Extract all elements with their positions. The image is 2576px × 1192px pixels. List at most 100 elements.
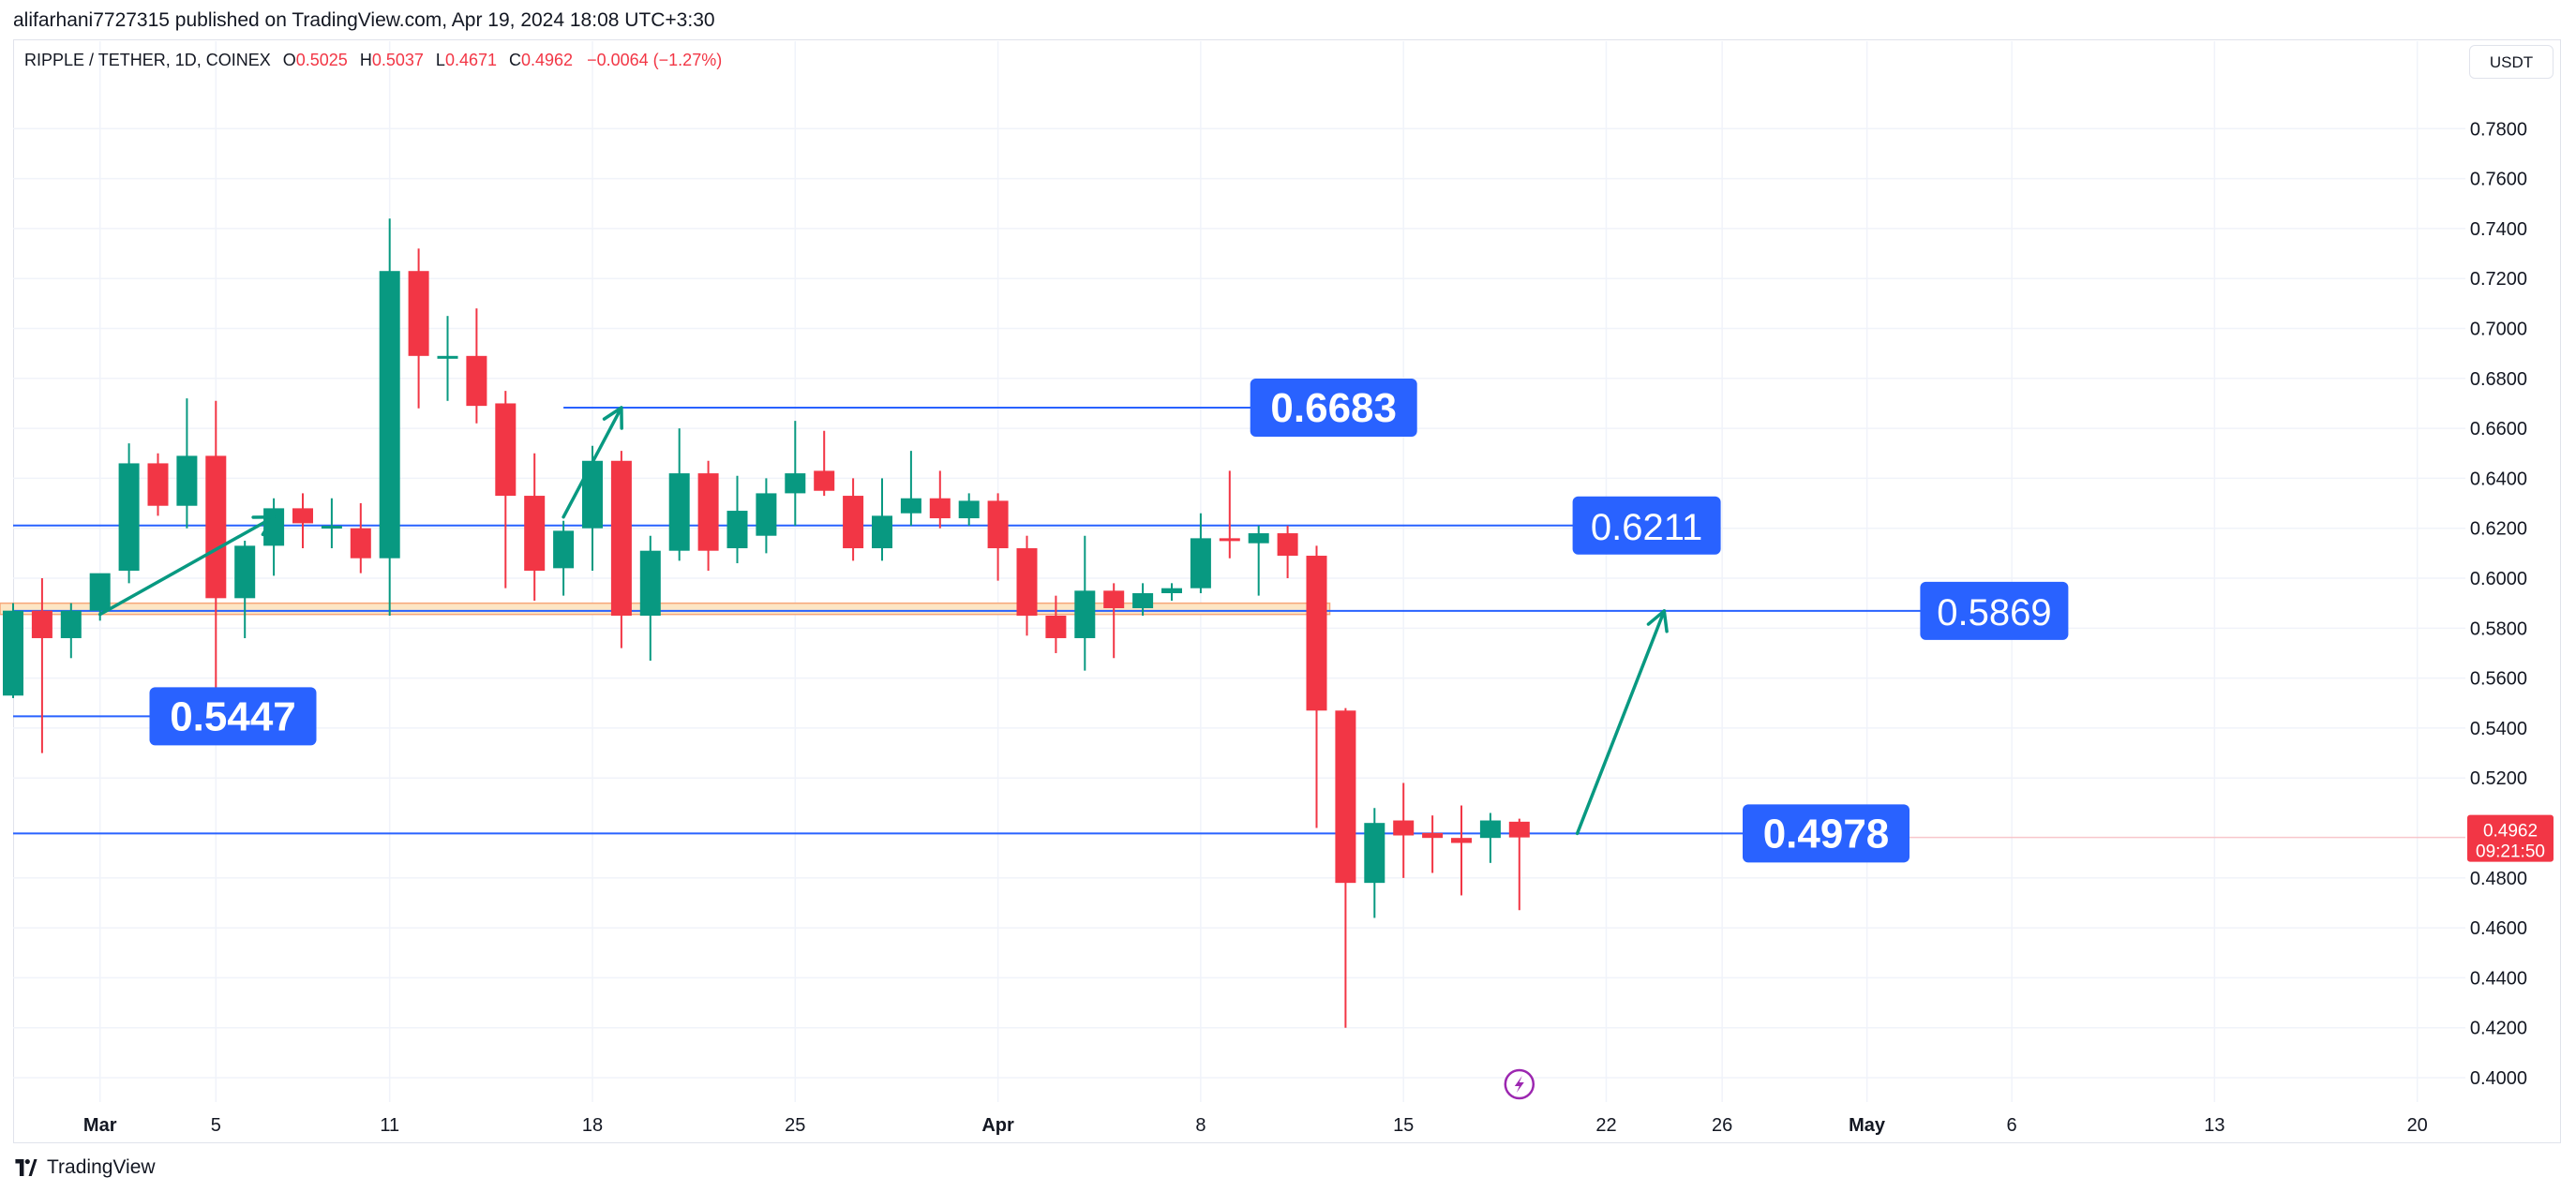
candle-body[interactable] xyxy=(379,271,400,559)
change-value: −0.0064 (−1.27%) xyxy=(587,51,723,69)
x-tick-label: 13 xyxy=(2204,1115,2224,1136)
tradingview-logo-icon xyxy=(15,1159,37,1176)
last-price-value: 0.4962 xyxy=(2483,822,2538,842)
candles xyxy=(3,218,1530,1028)
candle-body[interactable] xyxy=(697,473,719,551)
level-labels: 0.6683 0.6211 0.5869 0.5447 0.4978 xyxy=(149,378,2069,863)
candle-body[interactable] xyxy=(118,463,140,572)
candle-body[interactable] xyxy=(726,511,748,549)
event-flash-icon xyxy=(1504,1068,1535,1100)
y-tick-label: 0.6600 xyxy=(2470,419,2527,440)
candle-body[interactable] xyxy=(582,460,603,529)
candle-body[interactable] xyxy=(553,530,575,569)
candle-body[interactable] xyxy=(292,508,313,524)
x-tick-label: 15 xyxy=(1393,1115,1414,1136)
x-tick-label: Mar xyxy=(83,1115,117,1136)
candle-body[interactable] xyxy=(350,528,371,559)
arrow-head xyxy=(602,406,623,430)
candle-body[interactable] xyxy=(1479,820,1501,839)
candle-body[interactable] xyxy=(495,403,517,497)
candle-body[interactable] xyxy=(176,455,198,506)
x-tick-label: May xyxy=(1849,1115,1886,1136)
candle-body[interactable] xyxy=(89,573,111,611)
support-zone xyxy=(0,602,1331,616)
level-label-box xyxy=(1743,804,1910,863)
candle-body[interactable] xyxy=(524,496,546,572)
candle-body[interactable] xyxy=(437,355,458,359)
candle-body[interactable] xyxy=(1277,533,1298,557)
arrow-head xyxy=(251,514,276,537)
open-label: O xyxy=(282,51,296,69)
candle-body[interactable] xyxy=(1132,593,1154,608)
candle-body[interactable] xyxy=(466,355,487,407)
chart-frame xyxy=(13,39,2561,1143)
level-label-text: 0.5869 xyxy=(1937,592,2051,633)
level-label-box xyxy=(1250,378,1417,437)
candle-body[interactable] xyxy=(1161,588,1182,594)
candle-body[interactable] xyxy=(1508,821,1530,838)
candle-body[interactable] xyxy=(31,610,52,638)
candle-body[interactable] xyxy=(3,610,23,696)
y-axis: 0.4000 0.4200 0.4400 0.4600 0.4800 0.5200 0.54… xyxy=(2470,119,2527,1089)
candle-body[interactable] xyxy=(814,470,835,491)
y-tick-label: 0.5600 xyxy=(2470,669,2527,690)
candle-body[interactable] xyxy=(321,526,342,529)
candle-body[interactable] xyxy=(205,455,227,599)
candle-body[interactable] xyxy=(1335,710,1356,884)
close-label: C xyxy=(509,51,522,69)
candle-body[interactable] xyxy=(929,498,951,519)
y-tick-label: 0.7800 xyxy=(2470,119,2527,140)
candle-body[interactable] xyxy=(1393,820,1415,836)
grid xyxy=(13,41,2465,1102)
candle-body[interactable] xyxy=(987,500,1009,549)
candle-body[interactable] xyxy=(1074,590,1096,638)
candle-body[interactable] xyxy=(872,515,892,549)
last-price-box xyxy=(2467,814,2554,862)
high-label: H xyxy=(359,51,372,69)
candle-body[interactable] xyxy=(756,493,777,536)
candle-body[interactable] xyxy=(958,500,980,519)
y-tick-label: 0.4800 xyxy=(2470,869,2527,889)
x-tick-label: 5 xyxy=(211,1115,221,1136)
y-tick-label: 0.6800 xyxy=(2470,369,2527,390)
candle-body[interactable] xyxy=(234,545,256,599)
candle-body[interactable] xyxy=(1248,533,1269,544)
candle-body[interactable] xyxy=(610,460,632,616)
high-value: 0.5037 xyxy=(371,51,424,69)
arrow-head xyxy=(1646,609,1669,633)
last-price-countdown: 09:21:50 xyxy=(2476,842,2545,862)
candle-body[interactable] xyxy=(843,496,864,549)
candle-body[interactable] xyxy=(1422,832,1444,839)
x-tick-label: 8 xyxy=(1195,1115,1206,1136)
x-axis: Mar 5 11 18 25 Apr 8 15 22 26 May 6 13 20 xyxy=(83,1115,2428,1136)
tradingview-brand[interactable]: TradingView xyxy=(13,1156,156,1179)
support-zone-rect xyxy=(0,602,1331,616)
candle-body[interactable] xyxy=(1045,615,1067,638)
candle-body[interactable] xyxy=(668,473,690,551)
candle-body[interactable] xyxy=(785,473,806,494)
level-label-text: 0.6683 xyxy=(1270,385,1397,431)
candle-body[interactable] xyxy=(147,463,169,506)
candle-body[interactable] xyxy=(408,271,429,356)
candle-body[interactable] xyxy=(1364,823,1385,884)
currency-button[interactable]: USDT xyxy=(2469,45,2554,79)
x-tick-label: 18 xyxy=(582,1115,603,1136)
candle-body[interactable] xyxy=(900,498,921,514)
candle-body[interactable] xyxy=(639,550,661,616)
arrow-shaft xyxy=(1575,609,1667,836)
candle-body[interactable] xyxy=(1219,538,1240,542)
y-tick-label: 0.6000 xyxy=(2470,569,2527,589)
candle-body[interactable] xyxy=(1306,556,1327,711)
candle-body[interactable] xyxy=(1103,590,1125,608)
candle-body[interactable] xyxy=(1451,838,1472,843)
y-tick-label: 0.5200 xyxy=(2470,768,2527,789)
open-value: 0.5025 xyxy=(295,51,348,69)
candle-body[interactable] xyxy=(60,610,82,638)
level-label-text: 0.5447 xyxy=(170,693,296,739)
projection-arrows xyxy=(97,406,1669,836)
y-tick-label: 0.6200 xyxy=(2470,519,2527,540)
candle-body[interactable] xyxy=(1190,538,1211,589)
candle-body[interactable] xyxy=(1016,548,1038,616)
